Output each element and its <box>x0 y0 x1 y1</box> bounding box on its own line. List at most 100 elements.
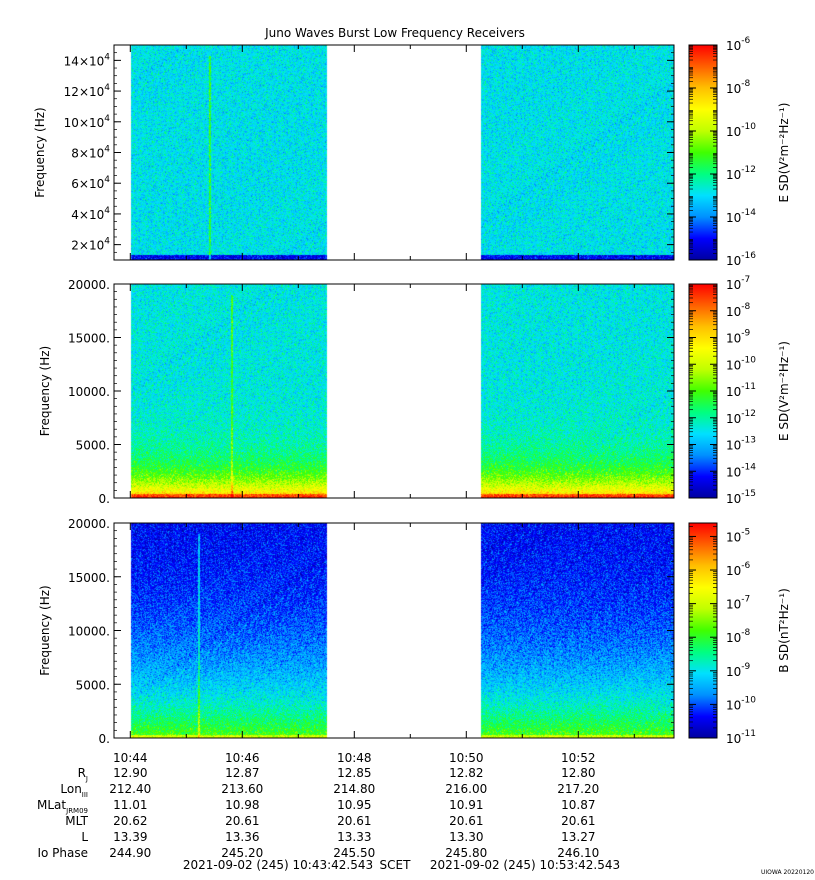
ephemeris-value: 13.27 <box>561 830 595 844</box>
y-tick-label: 20000. <box>68 278 110 292</box>
ephemeris-value: 20.61 <box>337 814 371 828</box>
ephemeris-table: RJ 12.90 12.87 12.85 12.82 12.80 LonIII 212.40 2… <box>37 766 599 860</box>
y-tick-label: 14×104 <box>64 52 111 68</box>
y-tick-label: 15000. <box>68 571 110 585</box>
colorbar-tick-label: 10-11 <box>726 382 756 399</box>
panel-middle-colorbar: 10-7 10-8 10-9 10-10 10-11 10-12 10-13 10-14 10-… <box>688 275 791 506</box>
ephemeris-value: 12.85 <box>337 766 371 780</box>
ephemeris-row-label: Io Phase <box>37 846 88 860</box>
panel-bottom-colorbar: 10-5 10-6 10-7 10-8 10-9 10-10 10-11 B SD(nT²Hz… <box>688 522 791 746</box>
colorbar-gradient <box>688 522 718 739</box>
ephemeris-value: 20.61 <box>225 814 259 828</box>
colorbar-tick-label: 10-8 <box>726 302 751 319</box>
colorbar-tick-label: 10-10 <box>726 355 756 372</box>
colorbar-tick-label: 10-16 <box>726 251 756 268</box>
ephemeris-value: 212.40 <box>109 782 151 796</box>
panel-middle-colorbar-label: E SD(V²m⁻²Hz⁻¹) <box>777 341 791 441</box>
y-tick-label: 5000. <box>76 678 110 692</box>
ephemeris-row-label: LonIII <box>60 782 88 799</box>
panel-top-spectrogram <box>114 45 674 260</box>
colorbar-tick-label: 10-10 <box>726 695 756 712</box>
colorbar-tick-label: 10-11 <box>726 729 756 746</box>
panel-top-x-ticks <box>129 45 635 260</box>
ephemeris-value: 10.98 <box>225 798 259 812</box>
colorbar-tick-label: 10-12 <box>726 409 756 426</box>
ephemeris-value: 245.20 <box>221 846 263 860</box>
panel-bottom-spectrogram <box>114 523 674 738</box>
y-tick-label: 5000. <box>76 439 110 453</box>
ephemeris-row-label: RJ <box>78 766 88 783</box>
ephemeris-value: 213.60 <box>221 782 263 796</box>
panel-top-colorbar-label: E SD(V²m⁻²Hz⁻¹) <box>777 103 791 203</box>
colorbar-tick-label: 10-15 <box>726 489 756 506</box>
colorbar-tick-label: 10-12 <box>726 165 756 182</box>
x-tick-label: 10:46 <box>225 751 260 765</box>
ephemeris-value: 246.10 <box>557 846 599 860</box>
panel-middle-y-label: Frequency (Hz) <box>38 346 52 437</box>
ephemeris-value: 12.90 <box>113 766 147 780</box>
ephemeris-value: 10.91 <box>449 798 483 812</box>
colorbar-tick-label: 10-8 <box>726 628 751 645</box>
ephemeris-value: 13.30 <box>449 830 483 844</box>
y-tick-label: 8×104 <box>71 145 110 161</box>
ephemeris-value: 13.39 <box>113 830 147 844</box>
x-tick-label: 10:48 <box>337 751 372 765</box>
ephemeris-row-label: MLatJRM09 <box>37 798 88 815</box>
ephemeris-value: 10.95 <box>337 798 371 812</box>
figure-title: Juno Waves Burst Low Frequency Receivers <box>264 26 525 40</box>
ephemeris-value: 12.87 <box>225 766 259 780</box>
ephemeris-value: 245.50 <box>333 846 375 860</box>
panel-bottom-colorbar-label: B SD(nT²Hz⁻¹) <box>777 588 791 672</box>
ephemeris-value: 214.80 <box>333 782 375 796</box>
x-tick-label: 10:52 <box>561 751 596 765</box>
ephemeris-value: 20.61 <box>561 814 595 828</box>
y-tick-label: 15000. <box>68 332 110 346</box>
ephemeris-value: 12.80 <box>561 766 595 780</box>
panel-top: 2×104 4×104 6×104 8×104 10×104 12×104 14×104 Fr… <box>33 36 791 268</box>
ephemeris-value: 13.36 <box>225 830 259 844</box>
panel-middle-spectrogram <box>114 284 674 498</box>
colorbar-tick-label: 10-8 <box>726 79 751 96</box>
footer-scet-label: SCET <box>380 858 412 872</box>
y-tick-label: 10000. <box>68 625 110 639</box>
spectrogram-panels: 2×104 4×104 6×104 8×104 10×104 12×104 14×104 Fr… <box>33 36 791 746</box>
colorbar-tick-label: 10-9 <box>726 329 751 346</box>
y-tick-label: 20000. <box>68 517 110 531</box>
panel-middle-x-ticks <box>129 284 635 498</box>
x-tick-label: 10:44 <box>113 751 148 765</box>
ephemeris-value: 13.33 <box>337 830 371 844</box>
ephemeris-value: 12.82 <box>449 766 483 780</box>
ephemeris-value: 216.00 <box>445 782 487 796</box>
time-axis: 10:44 10:46 10:48 10:50 10:52 <box>113 751 596 765</box>
y-tick-label: 10×104 <box>64 114 111 130</box>
colorbar-tick-label: 10-14 <box>726 208 756 225</box>
panel-middle: 0. 5000. 10000. 15000. 20000. Frequency (Hz) 1… <box>38 275 791 506</box>
colorbar-tick-label: 10-5 <box>726 527 750 544</box>
footer-end-time: 2021-09-02 (245) 10:53:42.543 <box>430 858 620 872</box>
processing-stamp: UIOWA 20220120 <box>761 869 814 876</box>
panel-bottom-x-ticks <box>129 523 635 738</box>
panel-top-y-label: Frequency (Hz) <box>33 107 47 198</box>
ephemeris-value: 245.80 <box>445 846 487 860</box>
panel-bottom: 0. 5000. 10000. 15000. 20000. Frequency (Hz) 1… <box>38 517 791 746</box>
y-tick-label: 0. <box>99 732 110 746</box>
panel-top-colorbar: 10-6 10-8 10-10 10-12 10-14 10-16 E SD(V²m⁻²Hz… <box>688 36 791 268</box>
ephemeris-row-label: MLT <box>65 814 88 828</box>
ephemeris-value: 217.20 <box>557 782 599 796</box>
colorbar-tick-label: 10-7 <box>726 595 750 612</box>
y-tick-label: 0. <box>99 492 110 506</box>
colorbar-gradient <box>688 44 718 261</box>
colorbar-tick-label: 10-13 <box>726 436 756 453</box>
ephemeris-value: 244.90 <box>109 846 151 860</box>
colorbar-tick-label: 10-6 <box>726 36 751 53</box>
y-tick-label: 6×104 <box>71 175 110 191</box>
panel-bottom-y-label: Frequency (Hz) <box>38 585 52 676</box>
colorbar-tick-label: 10-14 <box>726 462 756 479</box>
x-tick-label: 10:50 <box>449 751 484 765</box>
y-tick-label: 4×104 <box>71 206 110 222</box>
ephemeris-value: 10.87 <box>561 798 595 812</box>
y-tick-label: 2×104 <box>71 237 110 253</box>
ephemeris-value: 11.01 <box>113 798 147 812</box>
colorbar-tick-label: 10-9 <box>726 662 751 679</box>
